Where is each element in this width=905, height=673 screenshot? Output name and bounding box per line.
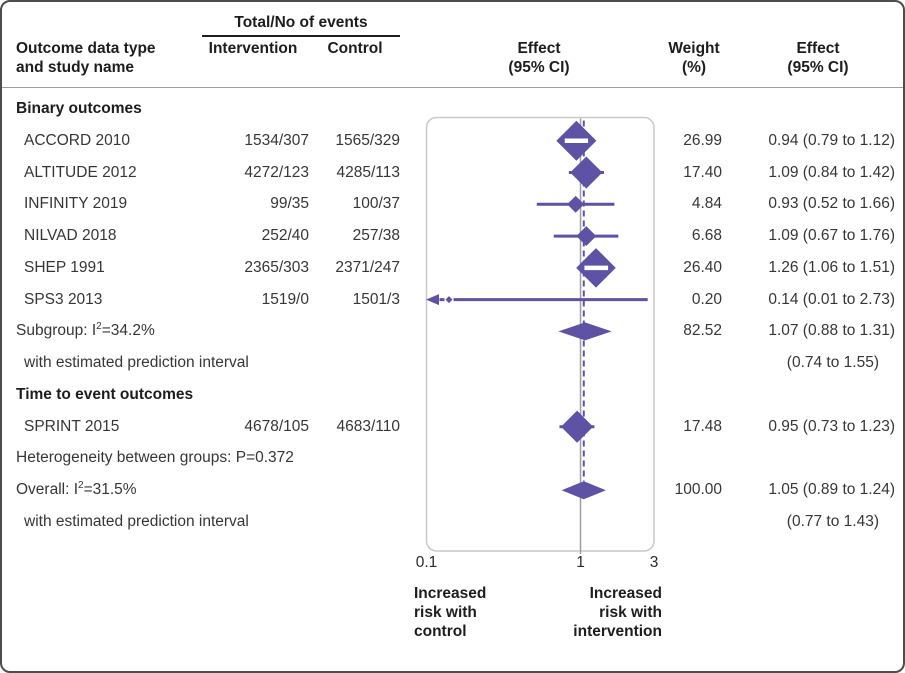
intervention-value: 4678/105 xyxy=(244,417,309,435)
table-row-study: SHEP 1991 2365/303 2371/247 26.40 1.26 (1.06… xyxy=(2,252,903,284)
outcome-column-header: Outcome data type and study name xyxy=(16,39,156,77)
effect-plot-column-header: Effect (95% CI) xyxy=(508,40,570,76)
weight-value: 17.40 xyxy=(683,163,722,181)
table-row-summary: Subgroup: I2=34.2% 82.52 1.07 (0.88 to 1.3… xyxy=(2,315,903,347)
control-value: 4285/113 xyxy=(336,163,401,181)
x-axis-tick-label: 3 xyxy=(649,554,659,571)
effect-ci-value: 0.94 (0.79 to 1.12) xyxy=(768,131,895,149)
effect-ci-value: 1.09 (0.67 to 1.76) xyxy=(768,227,895,245)
row-label: with estimated prediction interval xyxy=(24,513,249,530)
effect-ci-value: 0.93 (0.52 to 1.66) xyxy=(768,195,895,213)
header-divider xyxy=(2,87,903,88)
effect-ci-value: 1.09 (0.84 to 1.42) xyxy=(768,163,895,181)
table-row-note: Heterogeneity between groups: P=0.372 xyxy=(2,442,903,474)
intervention-value: 252/40 xyxy=(261,227,309,245)
row-label: Overall: I2=31.5% xyxy=(16,480,137,499)
control-value: 4683/110 xyxy=(336,417,401,435)
weight-value: 26.40 xyxy=(683,258,722,276)
weight-value: 6.68 xyxy=(691,227,722,245)
table-row-study: ALTITUDE 2012 4272/123 4285/113 17.40 1.09 (… xyxy=(2,157,903,189)
intervention-value: 4272/123 xyxy=(244,163,309,181)
row-label: ACCORD 2010 xyxy=(24,131,130,149)
table-row-study: SPS3 2013 1519/0 1501/3 0.20 0.14 (0.01 to 2… xyxy=(2,284,903,316)
effect-text-column-header: Effect (95% CI) xyxy=(787,40,849,76)
effect-ci-value: 0.14 (0.01 to 2.73) xyxy=(768,290,895,308)
table-row-note: with estimated prediction interval (0.74 … xyxy=(2,347,903,379)
row-label: SHEP 1991 xyxy=(24,258,105,276)
x-axis-tick-label: 1 xyxy=(576,554,585,571)
effect-ci-value: 1.05 (0.89 to 1.24) xyxy=(768,481,895,499)
table-row-summary: Overall: I2=31.5% 100.00 1.05 (0.89 to 1.2… xyxy=(2,474,903,506)
row-label: Subgroup: I2=34.2% xyxy=(16,321,155,340)
effect-ci-value: (0.74 to 1.55) xyxy=(786,354,879,372)
row-label: with estimated prediction interval xyxy=(24,354,249,372)
intervention-value: 1534/307 xyxy=(244,131,309,149)
control-value: 2371/247 xyxy=(335,258,400,276)
table-row-study: NILVAD 2018 252/40 257/38 6.68 1.09 (0.67 to… xyxy=(2,220,903,252)
table-row-study: INFINITY 2019 99/35 100/37 4.84 0.93 (0.52 t… xyxy=(2,188,903,220)
events-group-header: Total/No of events xyxy=(202,13,400,37)
table-row-section: Binary outcomes xyxy=(2,93,903,125)
intervention-value: 99/35 xyxy=(270,195,309,213)
outcome-header-line2: and study name xyxy=(16,59,134,76)
row-label: NILVAD 2018 xyxy=(24,227,117,245)
control-value: 1565/329 xyxy=(335,131,400,149)
events-group-label: Total/No of events xyxy=(234,14,368,31)
row-label: Heterogeneity between groups: P=0.372 xyxy=(16,449,294,467)
control-value: 257/38 xyxy=(352,227,400,245)
row-label: Binary outcomes xyxy=(16,100,142,117)
row-label: INFINITY 2019 xyxy=(24,195,128,213)
weight-column-header: Weight (%) xyxy=(668,40,720,76)
table-row-study: ACCORD 2010 1534/307 1565/329 26.99 0.94 (0.… xyxy=(2,125,903,157)
table-row-note: with estimated prediction interval (0.77 … xyxy=(2,506,903,538)
weight-value: 82.52 xyxy=(683,322,722,340)
weight-value: 4.84 xyxy=(691,195,722,213)
intervention-value: 2365/303 xyxy=(244,258,309,276)
effect-ci-value: (0.77 to 1.43) xyxy=(786,513,879,530)
weight-value: 100.00 xyxy=(674,481,722,499)
control-column-header: Control xyxy=(327,40,383,57)
control-value: 1501/3 xyxy=(352,290,400,308)
weight-value: 0.20 xyxy=(691,290,722,308)
effect-ci-value: 0.95 (0.73 to 1.23) xyxy=(768,417,895,435)
table-row-section: Time to event outcomes xyxy=(2,379,903,411)
table-row-study: SPRINT 2015 4678/105 4683/110 17.48 0.95 (0.… xyxy=(2,411,903,443)
intervention-value: 1519/0 xyxy=(261,290,309,308)
effect-ci-value: 1.07 (0.88 to 1.31) xyxy=(768,322,895,340)
row-label: SPS3 2013 xyxy=(24,290,103,308)
outcome-header-line1: Outcome data type xyxy=(16,40,156,57)
direction-label-control: Increased risk with control xyxy=(414,585,487,640)
row-label: Time to event outcomes xyxy=(16,385,194,403)
control-value: 100/37 xyxy=(352,195,400,213)
row-label: SPRINT 2015 xyxy=(24,417,120,435)
intervention-column-header: Intervention xyxy=(208,40,298,57)
direction-label-intervention: Increased risk with intervention xyxy=(573,585,662,640)
weight-value: 26.99 xyxy=(683,131,722,149)
x-axis-tick-label: 0.1 xyxy=(415,554,438,571)
effect-ci-value: 1.26 (1.06 to 1.51) xyxy=(768,258,895,276)
weight-value: 17.48 xyxy=(683,417,722,435)
row-label: ALTITUDE 2012 xyxy=(24,163,137,181)
